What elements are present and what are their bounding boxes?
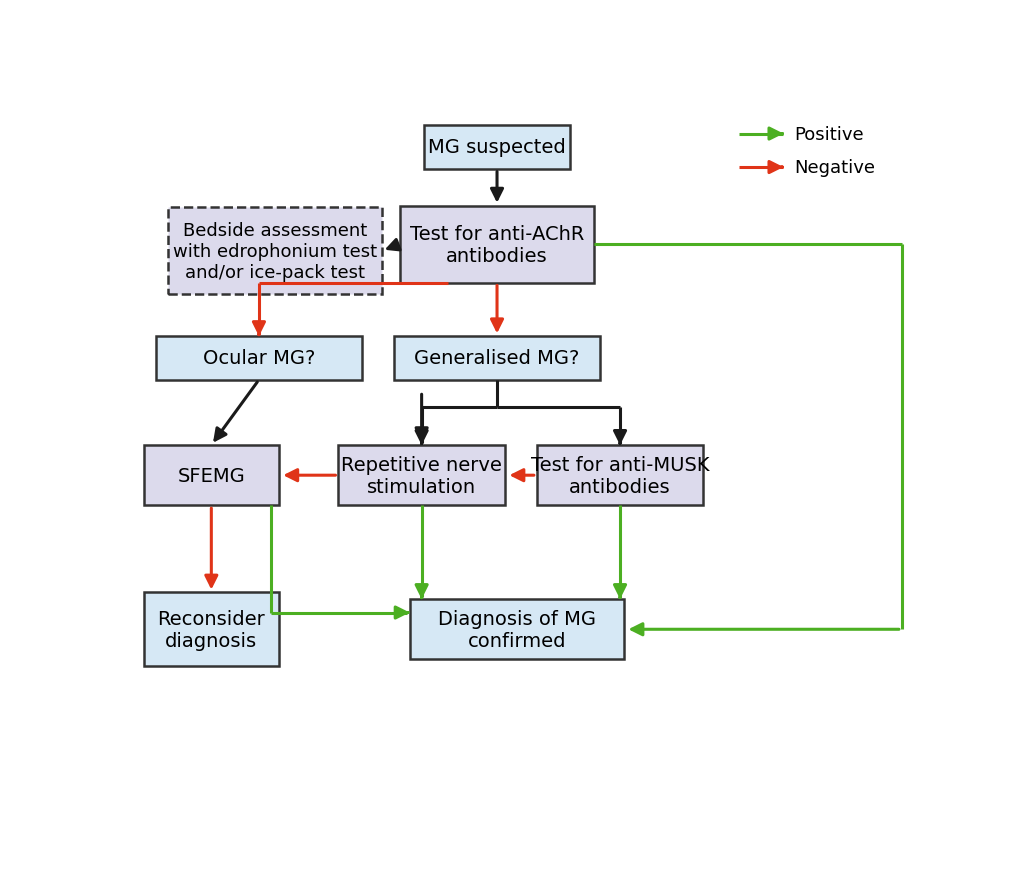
Text: SFEMG: SFEMG — [177, 466, 245, 485]
FancyBboxPatch shape — [410, 600, 624, 660]
Text: Repetitive nerve
stimulation: Repetitive nerve stimulation — [341, 455, 502, 496]
Text: Generalised MG?: Generalised MG? — [415, 349, 580, 368]
Text: Test for anti-MUSK
antibodies: Test for anti-MUSK antibodies — [530, 455, 710, 496]
Text: MG suspected: MG suspected — [428, 138, 566, 157]
Text: Bedside assessment
with edrophonium test
and/or ice-pack test: Bedside assessment with edrophonium test… — [173, 222, 377, 282]
Text: Test for anti-AChR
antibodies: Test for anti-AChR antibodies — [410, 224, 585, 265]
Text: Negative: Negative — [795, 159, 876, 176]
FancyBboxPatch shape — [394, 337, 600, 381]
Text: Diagnosis of MG
confirmed: Diagnosis of MG confirmed — [438, 609, 596, 650]
Text: Positive: Positive — [795, 125, 864, 143]
FancyBboxPatch shape — [537, 446, 703, 506]
FancyBboxPatch shape — [143, 446, 279, 506]
FancyBboxPatch shape — [156, 337, 362, 381]
FancyBboxPatch shape — [338, 446, 505, 506]
FancyBboxPatch shape — [168, 208, 382, 295]
FancyBboxPatch shape — [424, 126, 570, 169]
Text: Reconsider
diagnosis: Reconsider diagnosis — [158, 609, 265, 650]
FancyBboxPatch shape — [399, 206, 594, 283]
Text: Ocular MG?: Ocular MG? — [203, 349, 315, 368]
FancyBboxPatch shape — [143, 593, 279, 667]
